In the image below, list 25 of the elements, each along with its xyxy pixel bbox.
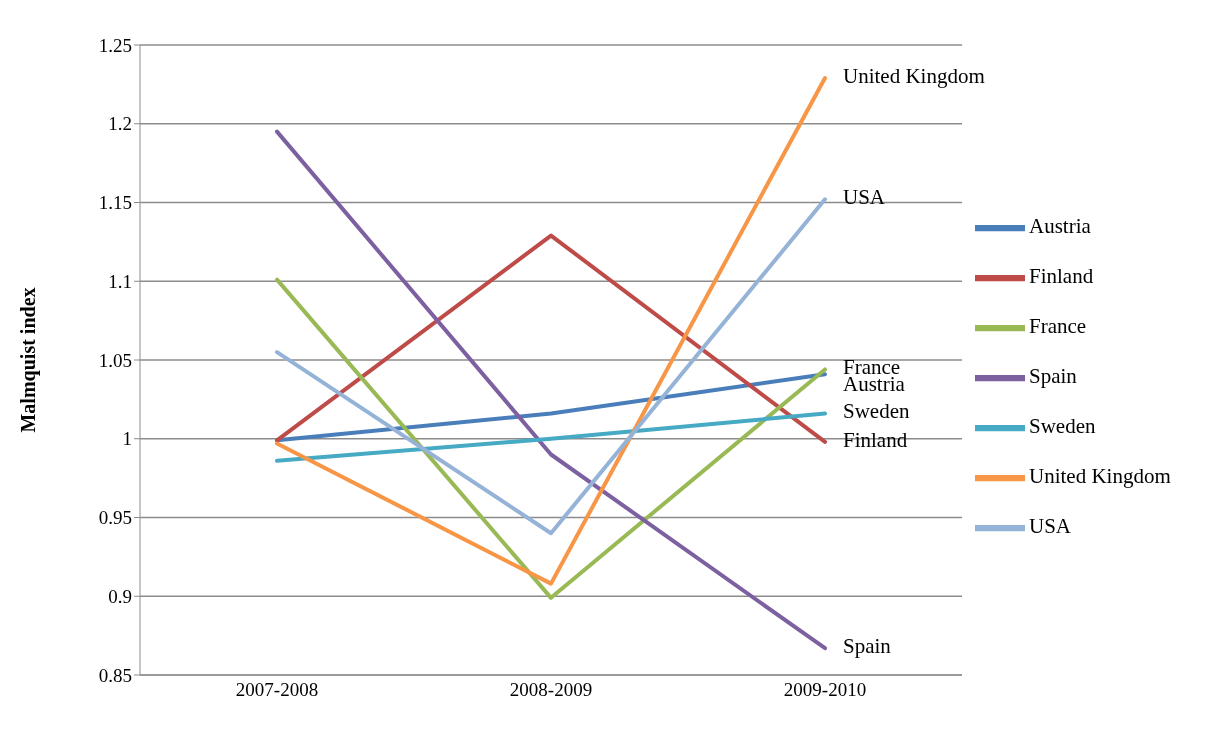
annotation: USA (843, 185, 886, 210)
x-tick-label: 2008-2009 (509, 679, 593, 701)
legend-label: Spain (1029, 363, 1077, 388)
annotation: Spain (843, 634, 892, 659)
y-tick-label: 0.9 (108, 585, 132, 607)
y-tick-label: 1.2 (108, 113, 132, 135)
x-tick-label: 2009-2010 (783, 679, 867, 701)
y-tick-label: 1.25 (98, 34, 132, 56)
annotation: Sweden (843, 399, 910, 424)
legend-label: Austria (1029, 213, 1091, 238)
legend-label: Sweden (1029, 413, 1096, 438)
annotation: Finland (843, 427, 908, 452)
legend-label: USA (1029, 513, 1072, 538)
y-tick-label: 1 (122, 428, 132, 450)
y-tick-label: 1.1 (108, 270, 132, 292)
legend-label: United Kingdom (1029, 463, 1171, 488)
legend-label: Finland (1029, 263, 1094, 288)
x-tick-label: 2007-2008 (235, 679, 319, 701)
y-tick-label: 1.05 (98, 349, 132, 371)
y-axis-title: Malmquist index (17, 287, 41, 433)
y-tick-label: 0.85 (98, 664, 132, 686)
y-tick-label: 0.95 (98, 507, 132, 529)
y-tick-label: 1.15 (98, 192, 132, 214)
legend-label: France (1029, 313, 1087, 338)
annotation: United Kingdom (843, 63, 985, 88)
